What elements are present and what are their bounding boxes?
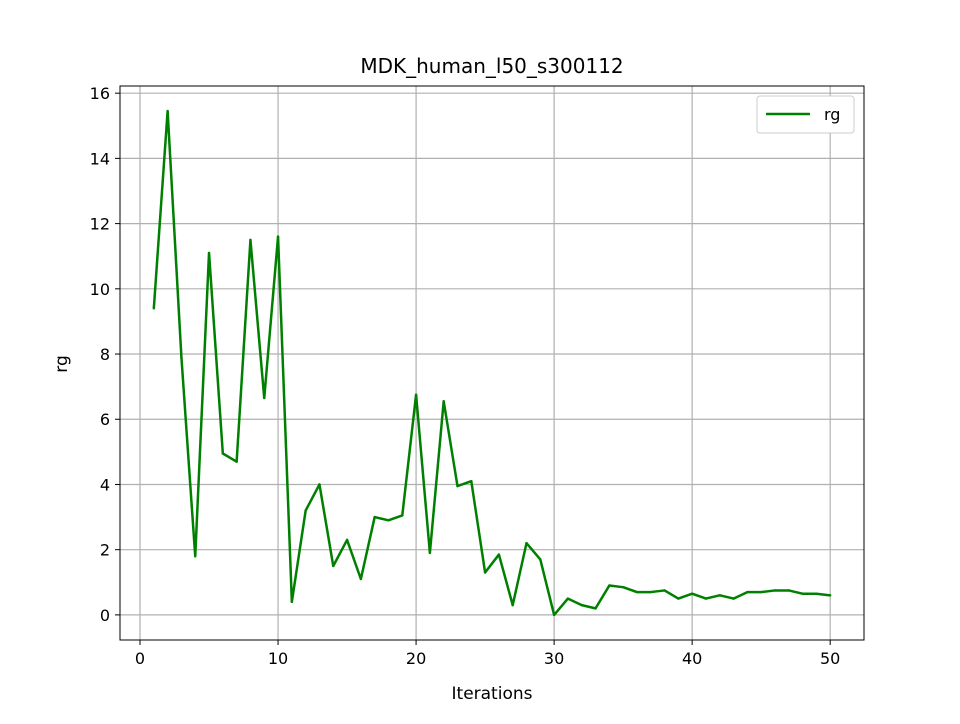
data-point [773, 589, 777, 592]
data-point [387, 519, 390, 522]
y-tick-label: 4 [100, 475, 110, 494]
x-tick-label: 10 [268, 649, 288, 668]
data-point [428, 551, 432, 555]
data-point [304, 509, 307, 512]
data-point [566, 597, 570, 600]
data-point [677, 597, 680, 600]
data-point [718, 594, 721, 597]
data-point [373, 515, 376, 519]
data-point [746, 590, 749, 594]
data-point [359, 577, 363, 581]
data-point [318, 483, 321, 486]
data-point [414, 393, 418, 396]
y-tick-label: 16 [90, 84, 110, 103]
data-point [815, 592, 818, 595]
data-point [276, 235, 280, 238]
data-point [621, 585, 625, 589]
x-tick-label: 50 [820, 649, 840, 668]
series-line-rg [152, 109, 831, 617]
x-tick-label: 40 [682, 649, 702, 668]
y-tick-label: 10 [90, 280, 110, 299]
data-point [649, 590, 652, 594]
y-tick-label: 0 [100, 606, 110, 625]
data-point [594, 607, 597, 610]
data-point [483, 571, 487, 574]
data-point [580, 603, 583, 607]
data-point [235, 460, 238, 463]
y-tick-label: 14 [90, 149, 110, 168]
data-point [152, 307, 156, 310]
data-point [635, 590, 639, 594]
x-tick-label: 20 [406, 649, 426, 668]
data-point [690, 592, 694, 595]
data-point [828, 594, 832, 597]
data-point [787, 589, 790, 592]
x-axis-label: Iterations [452, 684, 533, 704]
data-point [442, 400, 445, 403]
data-point [290, 600, 294, 604]
legend: rg [756, 95, 855, 134]
data-point [221, 452, 225, 455]
data-point [332, 564, 335, 568]
data-point [207, 251, 211, 255]
data-point [704, 597, 708, 600]
y-axis-label: rg [52, 355, 72, 372]
data-point [497, 553, 501, 556]
x-tick-label: 30 [544, 649, 564, 668]
data-point [456, 484, 459, 488]
data-point [194, 554, 197, 558]
plot-area-frame [119, 85, 865, 641]
x-tick-label: 0 [135, 649, 145, 668]
data-point [401, 514, 404, 517]
grid [120, 86, 864, 640]
data-point [525, 541, 528, 545]
data-point [732, 597, 735, 600]
data-point [180, 356, 183, 359]
chart-title: MDK_human_l50_s300112 [360, 54, 623, 78]
y-tick-label: 2 [100, 541, 110, 560]
data-point [801, 592, 804, 595]
y-tick-label: 8 [100, 345, 110, 364]
data-point [263, 396, 266, 400]
data-point [552, 613, 556, 617]
data-point [249, 238, 252, 242]
data-point [511, 603, 514, 607]
y-tick-label: 12 [90, 215, 110, 234]
data-point [663, 589, 666, 592]
legend-label-rg: rg [824, 105, 840, 124]
series-layer [152, 109, 832, 617]
data-point [759, 590, 763, 594]
data-point [608, 584, 611, 587]
ticks: 0 10 20 30 40 50 0 2 4 6 8 10 12 14 16 [90, 84, 841, 668]
data-point [345, 538, 349, 542]
data-point [539, 558, 542, 561]
data-point [470, 480, 473, 483]
data-point [166, 109, 169, 113]
y-tick-label: 6 [100, 410, 110, 429]
